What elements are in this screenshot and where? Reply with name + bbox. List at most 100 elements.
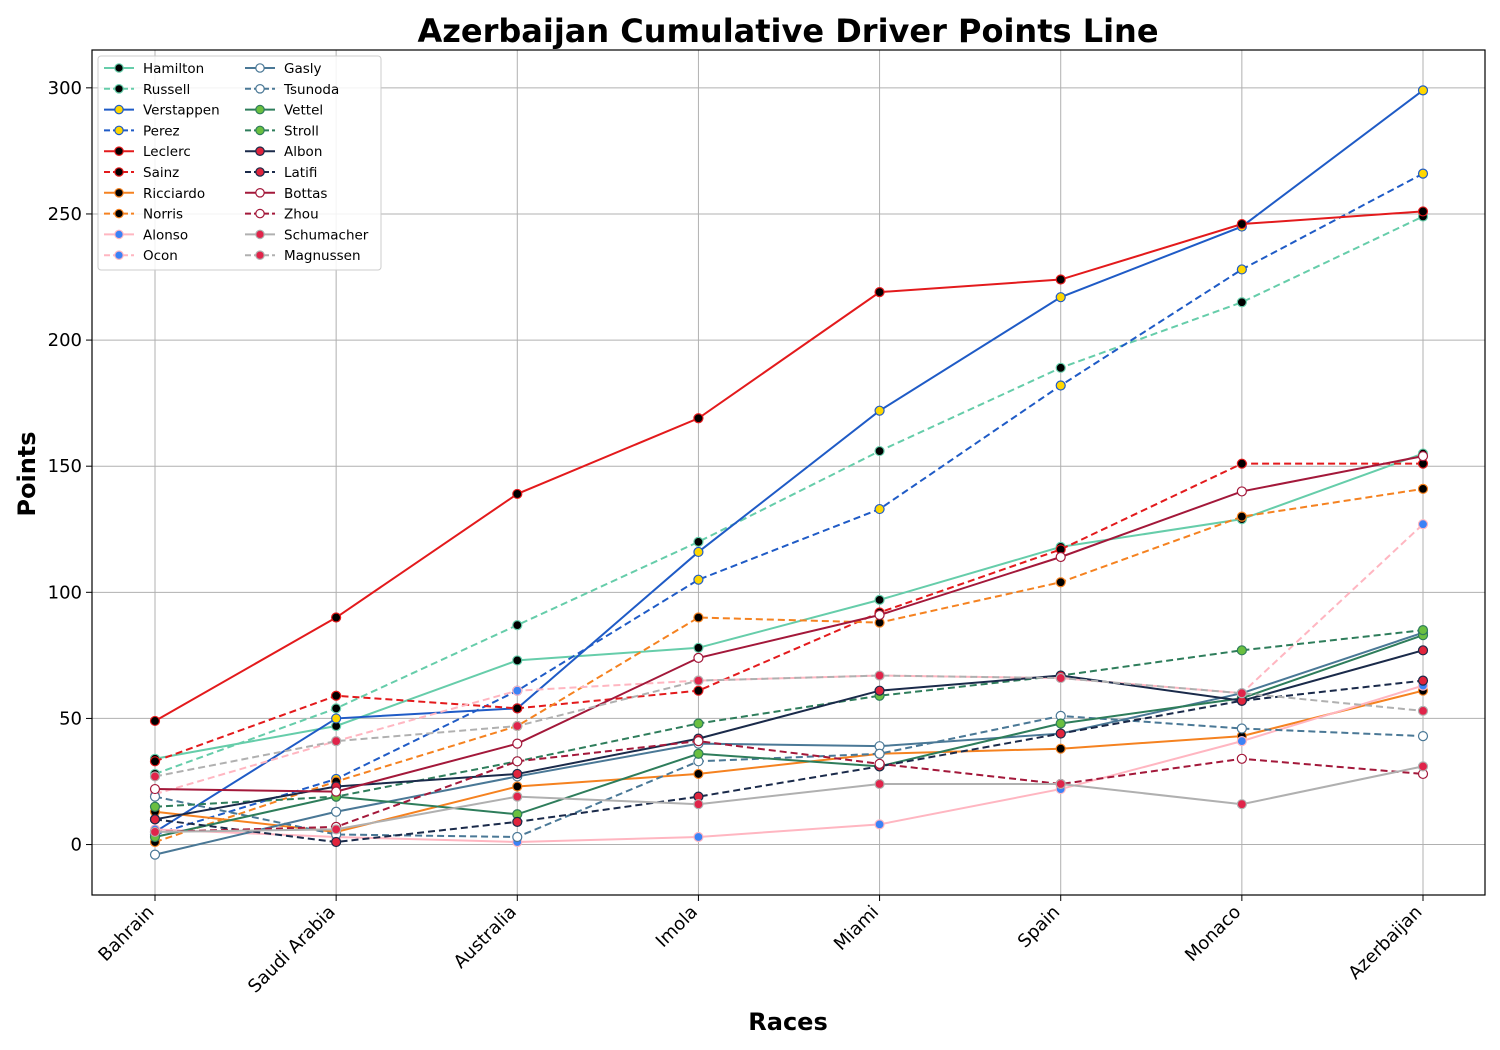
data-point xyxy=(1417,675,1429,686)
series-line xyxy=(154,679,1424,844)
series-line xyxy=(154,455,1424,793)
legend-item: Tsunoda xyxy=(245,82,339,98)
data-point xyxy=(1055,380,1066,391)
legend-marker xyxy=(255,146,265,156)
data-point xyxy=(331,786,342,797)
legend-label: Vettel xyxy=(284,103,323,119)
data-point xyxy=(331,736,342,747)
data-point xyxy=(874,445,885,457)
data-point xyxy=(1417,705,1429,716)
data-point xyxy=(1417,730,1429,742)
data-point xyxy=(149,801,161,812)
chart-title: Azerbaijan Cumulative Driver Points Line xyxy=(417,12,1158,50)
data-point xyxy=(512,685,523,696)
series-line xyxy=(154,740,1424,833)
data-point xyxy=(1236,486,1247,497)
data-point xyxy=(693,413,704,424)
series-line xyxy=(154,523,1424,796)
legend-label: Gasly xyxy=(284,61,322,77)
data-point xyxy=(1055,577,1066,588)
data-point xyxy=(331,612,342,623)
data-point xyxy=(874,405,885,416)
legend-label: Magnussen xyxy=(284,248,361,264)
data-point xyxy=(874,503,885,515)
legend-marker xyxy=(114,63,124,73)
legend-marker xyxy=(114,229,124,240)
legend-item: Perez xyxy=(104,123,180,139)
legend-marker xyxy=(255,229,265,240)
data-point xyxy=(1236,458,1247,469)
legend-label: Alonso xyxy=(143,227,188,243)
data-point xyxy=(693,685,704,696)
legend-marker xyxy=(255,188,265,198)
data-point xyxy=(1236,264,1247,275)
data-point xyxy=(149,783,161,795)
data-point xyxy=(874,609,885,621)
y-tick-label: 0 xyxy=(71,835,82,856)
legend-label: Russell xyxy=(143,82,190,98)
series-sainz xyxy=(149,458,1429,767)
data-point xyxy=(693,718,704,729)
legend-marker xyxy=(114,146,124,156)
series-line xyxy=(154,487,1424,843)
data-point xyxy=(1055,274,1066,285)
data-point xyxy=(1236,688,1247,699)
data-point xyxy=(1055,743,1066,754)
data-point xyxy=(1055,362,1066,373)
legend-marker xyxy=(114,125,124,136)
data-point xyxy=(693,799,704,810)
legend-marker xyxy=(255,250,265,260)
y-tick-label: 150 xyxy=(48,456,82,477)
data-point xyxy=(874,594,885,605)
legend-label: Albon xyxy=(284,144,322,160)
legend-item: Sainz xyxy=(104,165,179,181)
legend-marker xyxy=(114,208,124,219)
legend-marker xyxy=(255,63,265,73)
series-line xyxy=(154,634,1424,838)
series-line xyxy=(154,714,1424,838)
data-point xyxy=(693,536,704,547)
data-point xyxy=(1417,451,1429,462)
data-point xyxy=(874,685,885,696)
data-point xyxy=(149,849,161,860)
data-point xyxy=(331,690,342,701)
data-point xyxy=(512,756,523,767)
data-point xyxy=(693,642,704,653)
data-point xyxy=(512,781,523,792)
data-point xyxy=(512,816,523,827)
x-axis-label: Races xyxy=(748,1008,827,1036)
data-point xyxy=(693,612,704,623)
series-tsunoda xyxy=(149,710,1429,843)
data-point xyxy=(512,703,523,714)
legend-label: Hamilton xyxy=(143,61,204,77)
legend-item: Leclerc xyxy=(104,144,191,160)
data-point xyxy=(1236,799,1247,810)
legend-label: Schumacher xyxy=(284,227,369,243)
data-point xyxy=(331,713,342,724)
series-schumacher xyxy=(149,761,1429,838)
data-point xyxy=(1236,736,1247,747)
legend-label: Stroll xyxy=(284,123,319,139)
data-point xyxy=(1417,483,1429,494)
series-line xyxy=(154,452,1424,760)
data-point xyxy=(874,778,885,790)
data-point xyxy=(693,831,704,843)
series-line xyxy=(154,674,1424,778)
legend-label: Verstappen xyxy=(143,103,220,119)
data-point xyxy=(512,831,523,843)
data-point xyxy=(1236,511,1247,522)
data-point xyxy=(512,620,523,631)
data-point xyxy=(874,819,885,830)
series-line xyxy=(154,765,1424,833)
data-point xyxy=(331,836,342,848)
series-line xyxy=(154,172,1424,836)
data-point xyxy=(1417,85,1429,96)
y-tick-label: 50 xyxy=(59,708,82,729)
data-point xyxy=(149,826,161,838)
data-point xyxy=(1236,297,1247,308)
data-point xyxy=(1055,551,1066,563)
data-point xyxy=(331,703,342,714)
data-point xyxy=(1417,645,1429,656)
legend-item: Magnussen xyxy=(245,248,361,264)
legend-marker xyxy=(255,104,265,115)
